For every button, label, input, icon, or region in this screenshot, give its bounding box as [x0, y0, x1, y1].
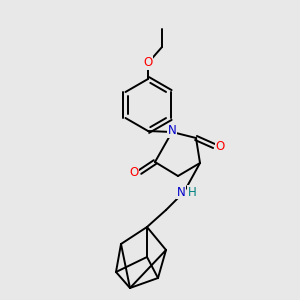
Text: H: H — [188, 185, 196, 199]
Text: O: O — [129, 166, 139, 178]
Text: N: N — [177, 185, 185, 199]
Text: N: N — [168, 124, 176, 137]
Text: O: O — [215, 140, 225, 152]
Text: O: O — [143, 56, 153, 70]
